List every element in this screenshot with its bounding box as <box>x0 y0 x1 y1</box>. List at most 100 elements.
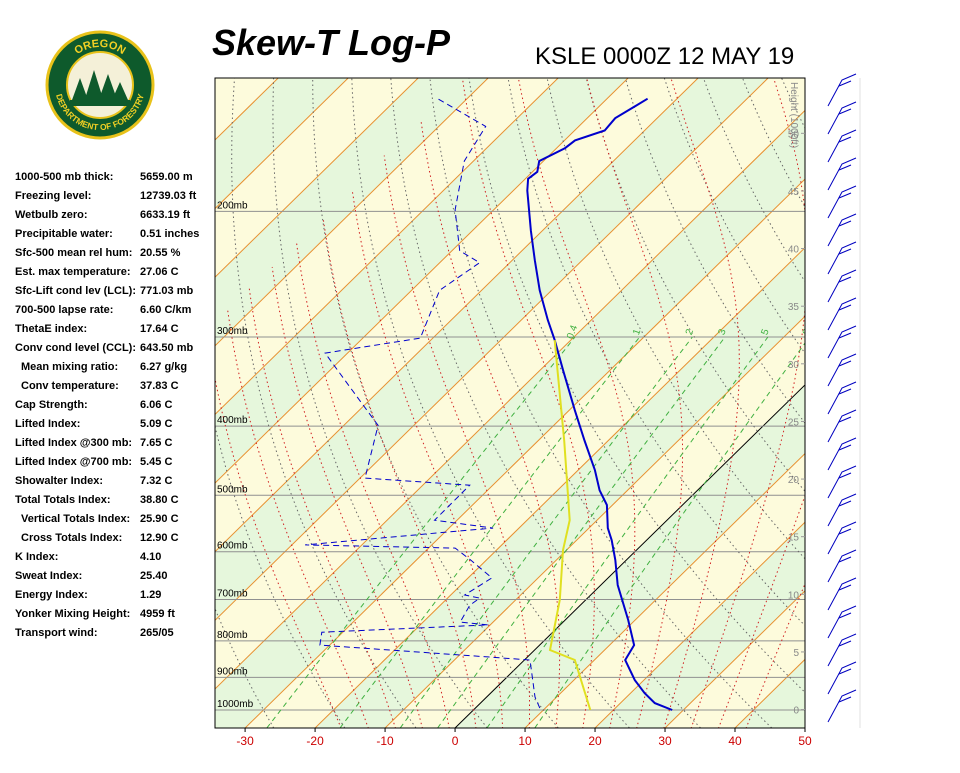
stat-value: 38.80 C <box>140 494 179 506</box>
y2-tick-label: 25 <box>788 417 800 428</box>
stat-label: Freezing level: <box>15 190 91 202</box>
wind-barb <box>828 438 856 470</box>
wind-barb <box>828 662 856 694</box>
y-tick-label: 200mb <box>217 200 248 211</box>
x-tick-label: -20 <box>306 734 324 748</box>
wind-barb <box>828 634 856 666</box>
stat-label: Total Totals Index: <box>15 494 111 506</box>
wind-barb <box>828 382 856 414</box>
logo-ground <box>70 100 130 106</box>
wind-barb <box>828 606 856 638</box>
y-tick-label: 400mb <box>217 415 248 426</box>
x-tick-label: 30 <box>658 734 672 748</box>
wind-barb <box>828 690 856 722</box>
stat-value: 37.83 C <box>140 380 179 392</box>
stat-value: 27.06 C <box>140 266 179 278</box>
y-tick-label: 300mb <box>217 326 248 337</box>
y2-tick-label: 30 <box>788 360 800 371</box>
stat-label: Conv temperature: <box>21 380 119 392</box>
stat-label: K Index: <box>15 551 58 563</box>
stat-label: Energy Index: <box>15 589 88 601</box>
stat-label: Sweat Index: <box>15 570 82 582</box>
y2-tick-label: 15 <box>788 533 800 544</box>
stat-value: 5659.00 m <box>140 171 193 183</box>
wind-barb <box>828 494 856 526</box>
y2-tick-label: 35 <box>788 302 800 313</box>
stat-label: Wetbulb zero: <box>15 209 88 221</box>
stat-value: 4.10 <box>140 551 161 563</box>
chart-title: Skew-T Log-P <box>212 22 451 63</box>
dry-adiabat <box>821 78 960 728</box>
wind-barb <box>828 102 856 134</box>
temperature-band <box>805 78 960 728</box>
dry-adiabat <box>860 78 960 728</box>
stat-value: 4959 ft <box>140 608 175 620</box>
x-tick-label: -30 <box>236 734 254 748</box>
stats-panel: 1000-500 mb thick: 5659.00 m Freezing leve… <box>15 171 199 639</box>
y-tick-label: 900mb <box>217 666 248 677</box>
stat-label: Yonker Mixing Height: <box>15 608 130 620</box>
y2-tick-label: 40 <box>788 245 800 256</box>
y-tick-label: 800mb <box>217 630 248 641</box>
wind-barb <box>828 578 856 610</box>
x-tick-label: 10 <box>518 734 532 748</box>
wind-barb <box>828 354 856 386</box>
stat-value: 6.60 C/km <box>140 304 192 316</box>
wind-barb <box>828 550 856 582</box>
x-tick-label: 50 <box>798 734 812 748</box>
wind-barbs <box>828 74 860 728</box>
x-tick-label: -10 <box>376 734 394 748</box>
wind-barb <box>828 298 856 330</box>
stat-label: Cross Totals Index: <box>21 532 122 544</box>
wind-barb <box>828 410 856 442</box>
stat-value: 771.03 mb <box>140 285 193 297</box>
stat-value: 12.90 C <box>140 532 179 544</box>
stat-value: 7.32 C <box>140 475 172 487</box>
wind-barb <box>828 270 856 302</box>
stat-value: 643.50 mb <box>140 342 193 354</box>
stat-value: 7.65 C <box>140 437 172 449</box>
stat-label: Showalter Index: <box>15 475 103 487</box>
x-tick-label: 40 <box>728 734 742 748</box>
logo-center <box>67 52 133 118</box>
stat-value: 6633.19 ft <box>140 209 190 221</box>
stat-value: 17.64 C <box>140 323 179 335</box>
stat-value: 265/05 <box>140 627 174 639</box>
stat-value: 20.55 % <box>140 247 181 259</box>
chart-subtitle: KSLE 0000Z 12 MAY 19 <box>535 43 794 70</box>
stat-label: Vertical Totals Index: <box>21 513 130 525</box>
stat-label: Transport wind: <box>15 627 98 639</box>
stat-label: 700-500 lapse rate: <box>15 304 113 316</box>
stat-label: Cap Strength: <box>15 399 88 411</box>
stat-label: Lifted Index @700 mb: <box>15 456 132 468</box>
wind-barb <box>828 326 856 358</box>
stat-value: 12739.03 ft <box>140 190 197 202</box>
stat-label: Sfc-Lift cond lev (LCL): <box>15 285 136 297</box>
stat-value: 5.09 C <box>140 418 172 430</box>
stat-label: ThetaE index: <box>15 323 87 335</box>
dry-adiabat <box>938 78 960 728</box>
stat-label: 1000-500 mb thick: <box>15 171 113 183</box>
y-tick-label: 700mb <box>217 588 248 599</box>
x-tick-label: 20 <box>588 734 602 748</box>
wind-barb <box>828 130 856 162</box>
x-tick-label: 0 <box>452 734 459 748</box>
y-tick-label: 600mb <box>217 541 248 552</box>
stat-value: 25.90 C <box>140 513 179 525</box>
wind-barb <box>828 242 856 274</box>
isotherm <box>805 78 960 728</box>
wind-barb <box>828 158 856 190</box>
wind-barb <box>828 522 856 554</box>
wind-barb <box>828 214 856 246</box>
logo: OREGON DEPARTMENT OF FORESTRY <box>47 32 153 138</box>
y-tick-label: 1000mb <box>217 699 254 710</box>
stat-label: Sfc-500 mean rel hum: <box>15 247 132 259</box>
stat-value: 5.45 C <box>140 456 172 468</box>
y-tick-label: 500mb <box>217 484 248 495</box>
stat-value: 25.40 <box>140 570 168 582</box>
y2-tick-label: 10 <box>788 590 800 601</box>
dry-adiabat <box>899 78 960 728</box>
stat-value: 0.51 inches <box>140 228 199 240</box>
